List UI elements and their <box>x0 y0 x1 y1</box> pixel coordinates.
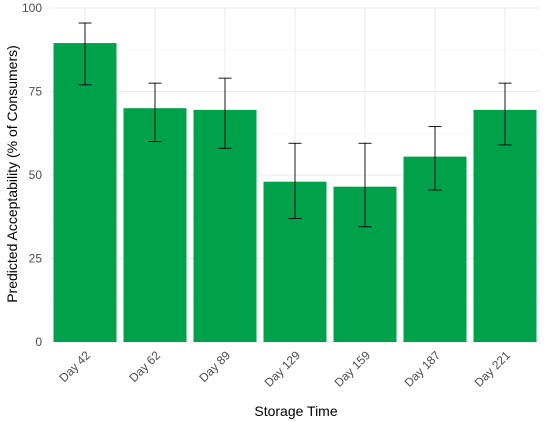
x-tick-label: Day 159 <box>332 348 374 390</box>
x-tick-label: Day 187 <box>402 348 444 390</box>
y-axis-ticks: 0 25 50 75 100 <box>22 1 42 349</box>
error-bar <box>288 142 302 219</box>
y-tick-label: 25 <box>29 252 43 266</box>
bar <box>53 43 117 342</box>
error-bar <box>78 22 92 86</box>
x-tick-label: Day 129 <box>262 348 304 390</box>
bar <box>123 108 187 342</box>
y-tick-label: 0 <box>35 335 42 349</box>
error-bar <box>428 126 442 191</box>
error-bar <box>148 82 162 143</box>
y-tick-label: 100 <box>22 1 42 15</box>
x-tick-label: Day 62 <box>126 348 163 385</box>
x-tick-label: Day 89 <box>196 348 233 385</box>
error-bar <box>218 77 232 149</box>
x-tick-label: Day 221 <box>472 348 514 390</box>
x-axis-title: Storage Time <box>254 403 337 419</box>
error-bars <box>78 22 512 228</box>
x-tick-label: Day 42 <box>56 348 93 385</box>
y-tick-label: 50 <box>29 168 43 182</box>
bars <box>53 43 537 343</box>
bar <box>473 109 537 343</box>
error-bar <box>358 142 372 228</box>
y-axis-title: Predicted Acceptability (% of Consumers) <box>4 45 20 303</box>
x-axis-ticks: Day 42 Day 62 Day 89 Day 129 Day 159 Day 187 D… <box>56 348 513 390</box>
error-bar <box>498 82 512 146</box>
y-tick-label: 75 <box>29 85 43 99</box>
